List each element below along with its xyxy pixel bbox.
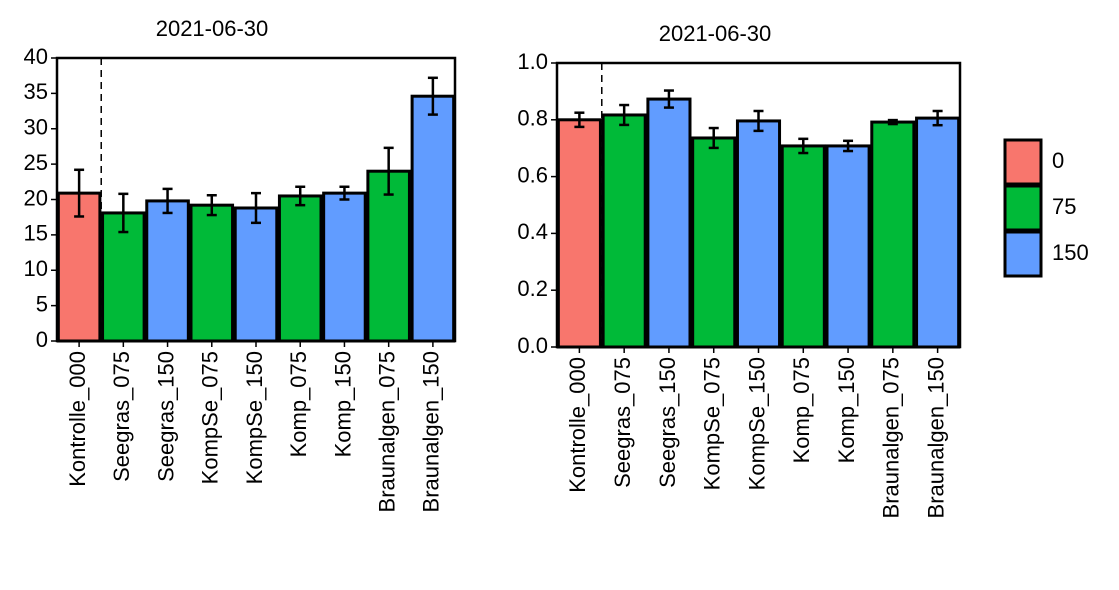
error-bar — [251, 191, 261, 225]
legend-swatch — [1003, 184, 1043, 232]
x-tick-label: Kontrolle_000 — [565, 357, 590, 493]
bar — [145, 199, 190, 343]
bar — [915, 116, 961, 349]
x-tick-label: Kontrolle_000 — [65, 351, 90, 487]
chart-title: 2021-06-30 — [156, 16, 269, 41]
y-tick-label: 40 — [24, 44, 48, 69]
x-tick-label: Braunalgen_075 — [879, 357, 904, 518]
y-tick-label: 0.8 — [517, 106, 548, 131]
error-bar — [339, 185, 350, 201]
legend-swatch — [1003, 230, 1043, 278]
x-tick-label: Braunalgen_150 — [923, 357, 948, 518]
bar — [233, 206, 279, 343]
error-bar — [619, 103, 630, 127]
x-tick-label: Braunalgen_075 — [374, 351, 399, 512]
error-bar — [708, 126, 719, 150]
error-bar — [932, 109, 943, 127]
x-tick-label: Braunalgen_150 — [419, 351, 444, 512]
bar — [410, 94, 456, 343]
x-tick-label: KompSe_075 — [700, 357, 725, 490]
error-bar — [162, 187, 173, 215]
error-bar — [206, 194, 217, 217]
bar — [277, 194, 323, 343]
x-tick-label: Seegras_075 — [610, 357, 635, 488]
x-tick-label: KompSe_150 — [744, 357, 769, 490]
x-tick-label: Seegras_075 — [109, 351, 134, 482]
y-tick-label: 0.0 — [517, 333, 548, 358]
error-bar — [887, 118, 898, 126]
error-bar — [843, 139, 854, 153]
legend-label: 75 — [1052, 194, 1076, 219]
error-bar — [798, 137, 809, 155]
y-tick-label: 25 — [24, 150, 48, 175]
y-tick-label: 0.6 — [517, 162, 548, 187]
bar — [601, 113, 647, 349]
plot-frame — [555, 61, 962, 349]
legend-label: 150 — [1052, 240, 1089, 265]
legend-label: 0 — [1052, 148, 1064, 173]
bar — [556, 118, 602, 349]
x-tick-label: Komp_075 — [789, 357, 814, 463]
x-tick-label: Seegras_150 — [655, 357, 680, 488]
y-tick-label: 0 — [36, 327, 48, 352]
bar — [322, 191, 367, 343]
y-tick-label: 5 — [36, 291, 48, 316]
bar — [189, 203, 235, 343]
error-bar — [574, 111, 585, 129]
error-bar — [295, 185, 306, 207]
error-bar — [663, 89, 674, 109]
y-tick-label: 1.0 — [517, 49, 548, 74]
bar — [646, 97, 692, 349]
bar — [366, 169, 411, 343]
error-bar — [74, 168, 85, 218]
bar — [691, 136, 737, 349]
error-bar — [118, 192, 129, 234]
chart-title: 2021-06-30 — [659, 21, 772, 46]
x-tick-label: KompSe_150 — [242, 351, 267, 484]
error-bar — [753, 109, 764, 133]
bar — [780, 144, 826, 349]
y-tick-label: 35 — [24, 79, 48, 104]
bar — [735, 119, 782, 349]
legend-swatch — [1003, 138, 1043, 186]
error-bar — [383, 146, 394, 196]
x-tick-label: KompSe_075 — [198, 351, 223, 484]
error-bar — [427, 76, 438, 116]
y-tick-label: 15 — [24, 221, 48, 246]
y-tick-label: 0.2 — [517, 276, 548, 301]
y-tick-label: 10 — [24, 256, 48, 281]
bar — [870, 120, 916, 349]
y-tick-label: 30 — [24, 115, 48, 140]
x-tick-label: Komp_150 — [330, 351, 355, 457]
y-tick-label: 20 — [24, 185, 48, 210]
bar — [825, 144, 871, 349]
x-tick-label: Komp_150 — [834, 357, 859, 463]
plot-frame — [55, 56, 457, 343]
x-tick-label: Seegras_150 — [153, 351, 178, 482]
y-tick-label: 0.4 — [517, 219, 548, 244]
x-tick-label: Komp_075 — [286, 351, 311, 457]
